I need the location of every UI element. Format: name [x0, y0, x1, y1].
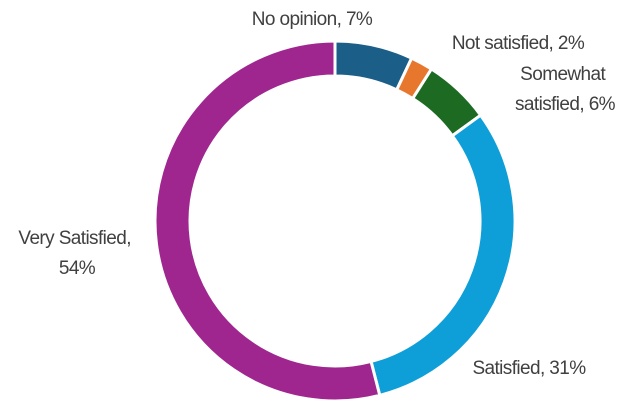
label-satisfied: Satisfied, 31%	[472, 358, 586, 379]
slice-labels: No opinion, 7% Not satisfied, 2% Somewha…	[18, 9, 616, 379]
label-no-opinion: No opinion, 7%	[252, 9, 373, 30]
slice-satisfied	[369, 113, 517, 398]
label-somewhat-satisfied: Somewhat satisfied, 6%	[515, 64, 616, 115]
slice-very-satisfied	[153, 39, 382, 400]
label-very-satisfied: Very Satisfied, 54%	[18, 228, 135, 279]
label-not-satisfied: Not satisfied, 2%	[452, 33, 585, 54]
donut-slices	[153, 39, 517, 400]
